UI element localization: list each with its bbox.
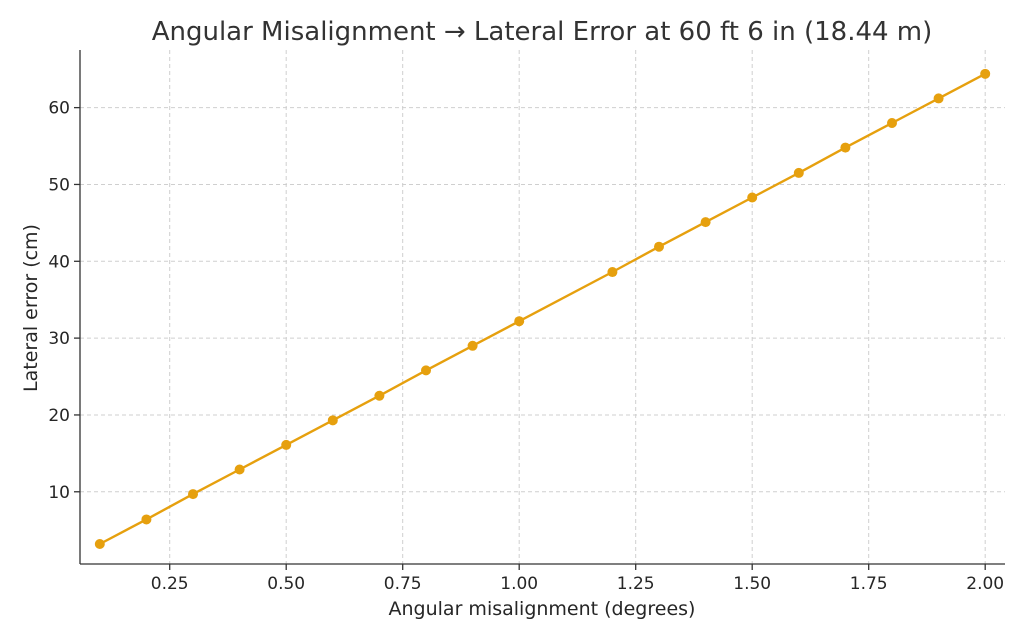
data-point: [374, 390, 385, 401]
data-point: [327, 415, 338, 426]
data-point: [793, 167, 804, 178]
x-tick-label: 1.00: [500, 574, 538, 594]
y-axis-label: Lateral error (cm): [20, 224, 42, 392]
y-tick-label: 40: [48, 252, 70, 272]
axes: [74, 50, 1005, 570]
x-tick-label: 1.25: [617, 574, 655, 594]
data-series: [94, 68, 991, 550]
y-tick-label: 10: [48, 483, 70, 503]
data-point: [421, 365, 432, 376]
y-tick-label: 50: [48, 175, 70, 195]
x-tick-label: 1.50: [733, 574, 771, 594]
data-point: [188, 489, 199, 500]
x-tick-label: 0.50: [267, 574, 305, 594]
gridlines: [80, 50, 1005, 564]
data-point: [886, 117, 897, 128]
x-tick-label: 2.00: [966, 574, 1004, 594]
data-point: [747, 192, 758, 203]
x-tick-label: 0.75: [384, 574, 422, 594]
data-point: [700, 217, 711, 228]
data-point: [94, 539, 105, 550]
x-tick-label: 1.75: [850, 574, 888, 594]
x-axis-label: Angular misalignment (degrees): [389, 598, 696, 620]
data-point: [141, 514, 152, 525]
chart-title: Angular Misalignment → Lateral Error at …: [152, 17, 933, 47]
y-tick-label: 30: [48, 329, 70, 349]
data-point: [467, 340, 478, 351]
y-tick-label: 60: [48, 99, 70, 119]
data-point: [514, 316, 525, 327]
data-point: [281, 439, 292, 450]
data-point: [933, 93, 944, 104]
data-point: [607, 267, 618, 278]
x-tick-label: 0.25: [151, 574, 189, 594]
data-point: [234, 464, 245, 475]
data-point: [840, 142, 851, 153]
y-tick-label: 20: [48, 406, 70, 426]
series-line: [99, 72, 986, 546]
data-point: [653, 241, 664, 252]
data-point: [980, 68, 991, 79]
tick-labels: 0.25 0.50 0.75 1.00 1.25 1.50 1.75 2.00 10 20 30 40…: [48, 99, 1004, 594]
